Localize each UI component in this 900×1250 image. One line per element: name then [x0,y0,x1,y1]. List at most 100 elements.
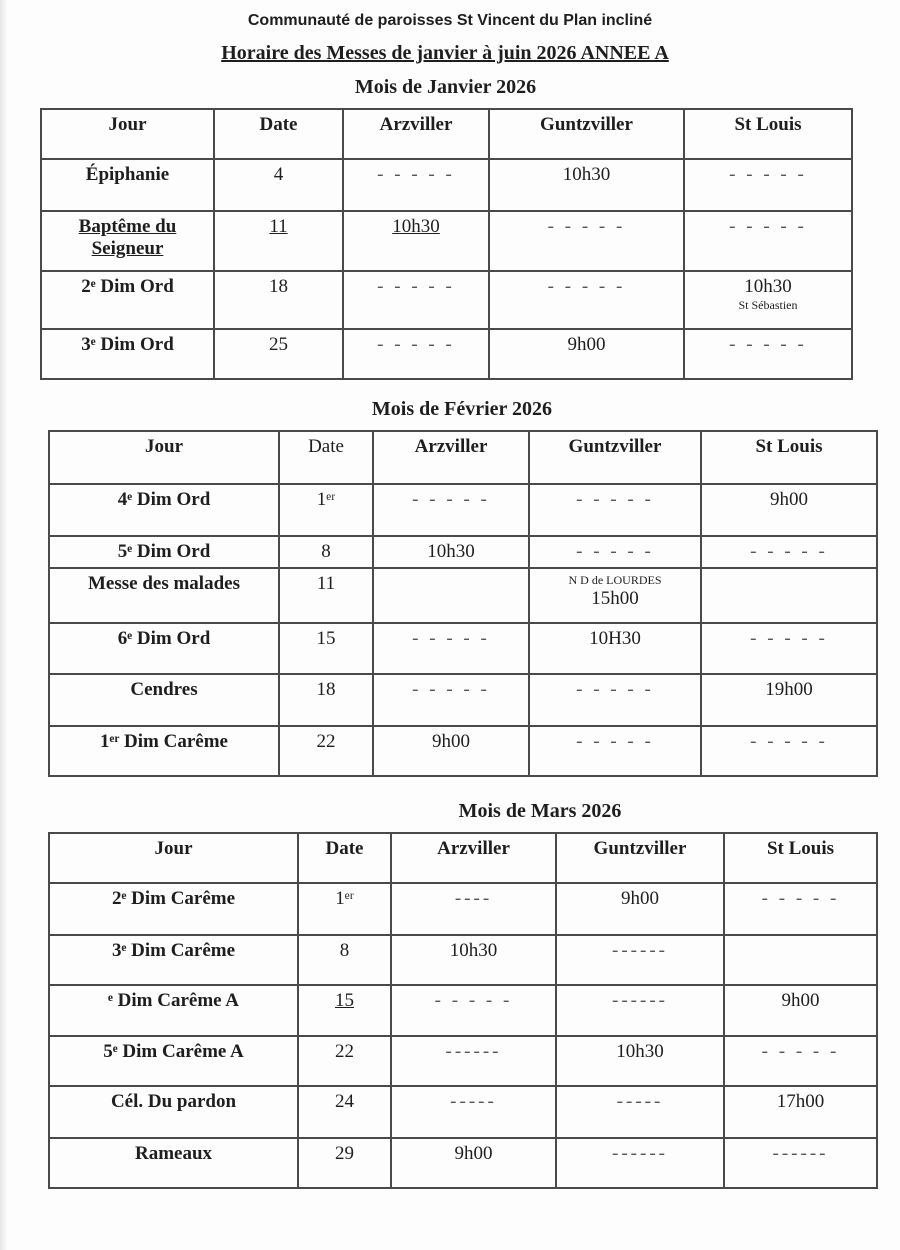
cell-time: 10h30 [342,210,490,272]
column-header: St Louis [723,832,878,884]
column-header: Date [297,832,392,884]
cell-text: 18 [269,276,288,297]
cell-text: ------ [612,990,668,1011]
cell-text: - - - - - [412,489,490,510]
cell-time: - - - - - [723,882,878,936]
cell-text: 9h00 [770,489,808,510]
cell-date: 8 [278,535,374,569]
column-header: Guntzviller [555,832,725,884]
cell-time: - - - - - [700,535,878,569]
cell-text: 19h00 [765,679,813,700]
cell-text: 9h00 [781,990,820,1011]
cell-time: 10h30 [372,535,530,569]
cell-text: 1ᵉʳ [335,888,354,909]
cell-time: - - - - - [488,210,685,272]
column-header: St Louis [683,108,853,160]
table-row: Rameaux 29 9h00 ------ ------ [48,1137,878,1189]
cell-time: 17h00 [723,1085,878,1139]
cell-jour: Cendres [48,673,280,727]
schedule-table: Jour Date Arzviller Guntzviller St Louis 4ᵉ D… [48,430,878,777]
organization-title: Communauté de paroisses St Vincent du Pl… [247,12,653,29]
cell-time: - - - - - [342,158,490,212]
column-header: St Louis [700,430,878,485]
cell-text: 10h30 [427,541,475,562]
column-header: Arzviller [372,430,530,485]
cell-text: 8 [321,541,331,562]
cell-text: 22 [316,731,336,752]
cell-text: Cendres [130,679,198,700]
column-header: Date [213,108,344,160]
cell-text: 29 [335,1143,354,1164]
cell-jour: ᵉ Dim Carême A [48,984,299,1037]
cell-text: 9h00 [432,731,470,752]
cell-time: 9h00 [372,725,530,777]
cell-text: 3ᵉ Dim Ord [81,334,174,355]
cell-text: ----- [450,1091,497,1112]
cell-date: 18 [213,270,344,330]
schedule-table: Jour Date Arzviller Guntzviller St Louis Épip… [40,108,853,380]
cell-jour: 3ᵉ Dim Ord [40,328,215,380]
cell-text: 1ᵉʳ [316,489,336,510]
cell-time: ------ [555,984,725,1037]
cell-time: - - - - - [528,725,702,777]
cell-time: - - - - - [372,673,530,727]
cell-time: - - - - - [342,270,490,330]
cell-time: - - - - - [390,984,557,1037]
table-row: 2ᵉ Dim Carême 1ᵉʳ ---- 9h00 - - - - - [48,882,878,936]
cell-jour: Épiphanie [40,158,215,212]
cell-time: - - - - - [372,483,530,537]
cell-date: 1ᵉʳ [278,483,374,537]
cell-text: Messe des malades [88,573,240,594]
cell-text: 15 [335,990,354,1011]
cell-text: - - - - - [576,731,654,752]
cell-text: 25 [269,334,288,355]
month-title: Mois de Janvier 2026 [354,76,537,98]
table-row: 5ᵉ Dim Ord 8 10h30 - - - - - - - - - - [48,535,878,569]
cell-text: 10H30 [589,628,641,649]
cell-text: - - - - - [750,541,828,562]
cell-text: Épiphanie [85,164,170,185]
cell-jour: 2ᵉ Dim Carême [48,882,299,936]
cell-time: - - - - - [528,535,702,569]
cell-text: 11 [316,573,336,594]
table-row: 3ᵉ Dim Carême 8 10h30 ------ [48,934,878,986]
cell-text: 9h00 [454,1143,493,1164]
cell-jour: 4ᵉ Dim Ord [48,483,280,537]
cell-jour: 3ᵉ Dim Carême [48,934,299,986]
column-header: Jour [48,430,280,485]
cell-time [700,567,878,624]
cell-text: Cél. Du pardon [110,1091,237,1112]
month-title: Mois de Mars 2026 [458,800,622,822]
cell-text: 10h30 [744,276,792,297]
table-row: ᵉ Dim Carême A 15 - - - - - ------ 9h00 [48,984,878,1037]
cell-date: 22 [297,1035,392,1087]
cell-time: 9h00 [390,1137,557,1189]
table-row: Cendres 18 - - - - - - - - - - 19h00 [48,673,878,727]
cell-text: ------ [612,1143,668,1164]
cell-jour: Baptême du Seigneur [40,210,215,272]
cell-text: - - - - - [729,216,807,237]
cell-jour: Cél. Du pardon [48,1085,299,1139]
cell-time: 10h30 [390,934,557,986]
cell-jour: 6ᵉ Dim Ord [48,622,280,675]
cell-time: ------ [390,1035,557,1087]
cell-jour: Rameaux [48,1137,299,1189]
cell-date: 25 [213,328,344,380]
table-row: Épiphanie 4 - - - - - 10h30 - - - - - [40,158,853,212]
cell-note: St Sébastien [738,298,798,312]
cell-text: ----- [616,1091,664,1112]
cell-date: 11 [278,567,374,624]
cell-time: 10h30 St Sébastien [683,270,853,330]
cell-text: Baptême du Seigneur [78,216,177,259]
table-row: 5ᵉ Dim Carême A 22 ------ 10h30 - - - - - [48,1035,878,1087]
cell-date: 15 [297,984,392,1037]
cell-text: 18 [316,679,336,700]
cell-date: 1ᵉʳ [297,882,392,936]
cell-text: 9h00 [621,888,659,909]
cell-text: 4 [273,164,284,185]
cell-date: 24 [297,1085,392,1139]
cell-text: ------ [612,940,668,961]
cell-text: 11 [269,216,288,237]
cell-date: 8 [297,934,392,986]
cell-time: - - - - - [723,1035,878,1087]
